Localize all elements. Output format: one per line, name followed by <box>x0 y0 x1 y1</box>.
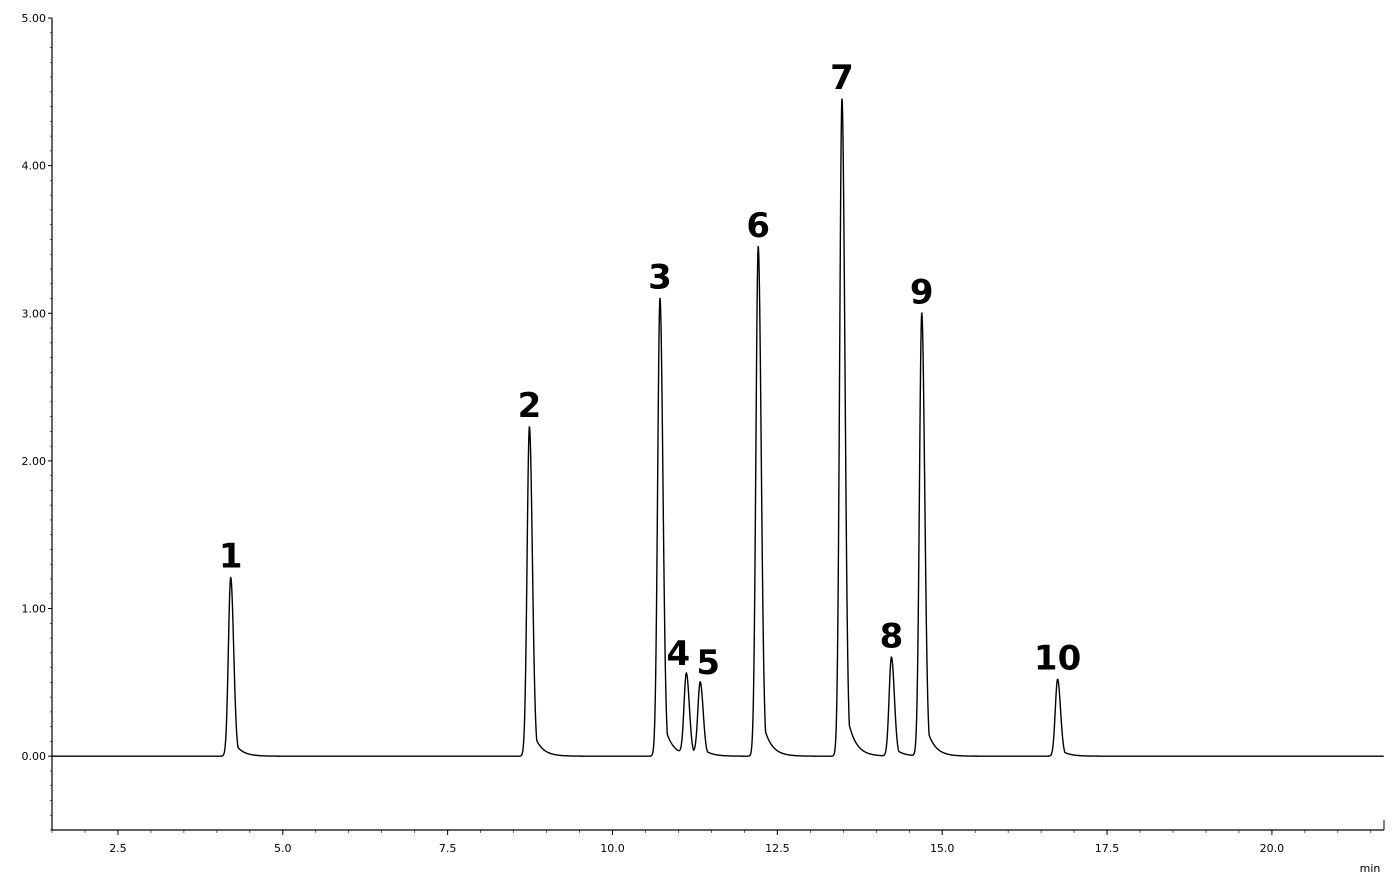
x-tick-label: 17.5 <box>1095 842 1120 855</box>
x-tick-label: 5.0 <box>274 842 292 855</box>
x-tick-label: 15.0 <box>930 842 955 855</box>
x-tick-label: 12.5 <box>765 842 790 855</box>
y-tick-label: 0.00 <box>22 750 47 763</box>
peak-labels: 1 2 3 4 5 6 7 8 9 10 <box>219 58 1081 685</box>
x-tick-label: 2.5 <box>109 842 127 855</box>
peak-label-7: 7 <box>830 58 854 98</box>
y-tick-label: 1.00 <box>22 603 47 616</box>
peak-apex-marker <box>841 98 843 100</box>
y-tick-label: 3.00 <box>22 307 47 320</box>
y-tick-label: 2.00 <box>22 455 47 468</box>
peak-label-10: 10 <box>1034 638 1081 678</box>
peak-apex-marker <box>890 656 893 659</box>
peak-apex-marker <box>757 246 760 248</box>
y-tick-label: 5.00 <box>22 12 47 25</box>
peak-label-9: 9 <box>910 272 934 312</box>
x-tick-label: 20.0 <box>1260 842 1285 855</box>
peak-apex-marker <box>659 297 661 300</box>
peak-apex-marker <box>229 576 232 579</box>
trace-layer <box>52 99 1384 757</box>
peak-label-5: 5 <box>696 643 720 683</box>
x-tick-label: 7.5 <box>439 842 457 855</box>
x-tick-label: 10.0 <box>600 842 625 855</box>
x-unit-label: min <box>1360 862 1381 875</box>
peak-apex-marker <box>699 683 701 685</box>
peak-apex-marker <box>920 312 923 315</box>
peak-label-4: 4 <box>667 634 691 674</box>
peak-label-8: 8 <box>880 616 904 656</box>
peak-label-3: 3 <box>648 258 672 298</box>
axes: 0.00 1.00 2.00 3.00 4.00 5.00 2.5 5.0 7.5 10.0 12.… <box>22 12 1385 855</box>
peak-label-6: 6 <box>746 206 770 246</box>
y-tick-label: 4.00 <box>22 160 47 173</box>
peak-label-1: 1 <box>219 537 243 577</box>
chromatogram-trace <box>52 99 1384 757</box>
peak-label-2: 2 <box>518 386 542 426</box>
peak-apex-marker <box>528 426 531 428</box>
peak-apex-marker <box>1056 678 1059 681</box>
peak-apex-marker <box>685 674 688 676</box>
